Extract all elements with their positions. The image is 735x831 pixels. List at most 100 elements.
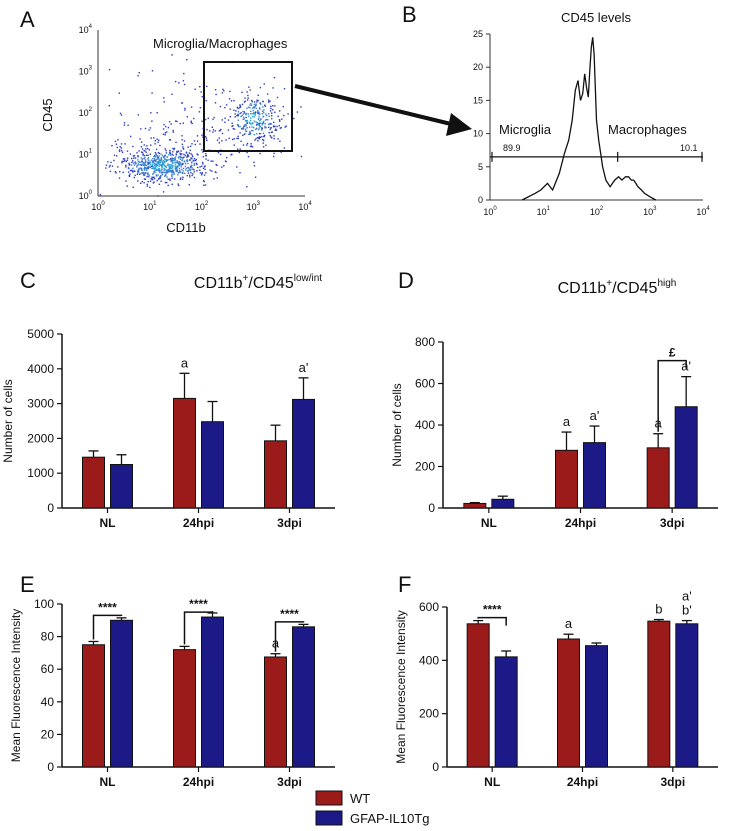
scatter-point	[246, 119, 249, 122]
scatter-point	[271, 115, 273, 117]
scatter-point	[281, 118, 283, 120]
scatter-point	[170, 163, 172, 166]
scatter-point	[189, 176, 191, 178]
scatter-point	[160, 164, 163, 166]
histogram-curve	[521, 37, 657, 201]
scatter-point	[108, 166, 111, 168]
scatter-point	[271, 131, 273, 133]
histogram-y-tick-label: 10	[473, 129, 483, 139]
scatter-point	[242, 113, 245, 115]
scatter-point	[130, 135, 132, 138]
significance-label: ****	[189, 597, 208, 611]
scatter-point	[252, 126, 255, 129]
bar-wt-24hpi	[557, 638, 580, 768]
scatter-point	[141, 141, 143, 143]
scatter-point	[120, 147, 123, 149]
y-tick-label: 0	[47, 760, 54, 774]
scatter-point	[168, 163, 170, 166]
scatter-point	[255, 128, 257, 130]
scatter-point	[163, 164, 166, 167]
scatter-point	[152, 162, 155, 164]
scatter-point	[296, 111, 299, 113]
scatter-point	[253, 103, 256, 106]
scatter-point	[257, 124, 259, 126]
scatter-point	[163, 97, 165, 99]
scatter-point	[137, 155, 139, 157]
scatter-point	[165, 159, 167, 161]
scatter-point	[156, 175, 158, 177]
scatter-point	[191, 122, 193, 125]
scatter-point	[138, 167, 140, 170]
scatter-point	[221, 140, 223, 142]
scatter-point	[278, 124, 280, 127]
scatter-point	[165, 165, 167, 167]
y-tick-label: 3000	[27, 397, 54, 411]
scatter-point	[268, 101, 270, 103]
scatter-point	[155, 165, 157, 167]
scatter-point	[173, 160, 175, 162]
scatter-point	[274, 111, 276, 113]
scatter-point	[191, 164, 193, 167]
scatter-point	[270, 107, 272, 110]
bar-wt-NL	[463, 502, 487, 509]
scatter-point	[270, 105, 272, 108]
scatter-point	[197, 166, 199, 169]
scatter-point	[145, 169, 148, 171]
scatter-point	[242, 134, 244, 136]
histogram-title: CD45 levels	[561, 10, 632, 25]
scatter-point	[168, 171, 170, 173]
histogram-cd45-levels: CD45 levels 0 5 10 15 20 25 100 101 102 103 104 Mi…	[473, 10, 710, 217]
scatter-point	[184, 107, 186, 110]
scatter-point	[171, 166, 173, 168]
scatter-point	[212, 118, 214, 121]
scatter-point	[253, 120, 255, 122]
scatter-point	[243, 112, 246, 114]
significance-bracket	[183, 610, 214, 645]
scatter-point	[156, 158, 158, 160]
scatter-point	[130, 164, 133, 166]
scatter-point	[262, 100, 264, 103]
scatter-point	[244, 124, 247, 127]
scatter-point	[246, 144, 248, 146]
scatter-point	[158, 183, 161, 185]
scatter-point	[246, 151, 248, 154]
scatter-x-tick-label: 100	[91, 201, 105, 212]
scatter-point	[156, 155, 158, 157]
scatter-point	[160, 153, 162, 155]
scatter-point	[179, 164, 181, 166]
scatter-point	[181, 102, 183, 104]
scatter-point	[144, 150, 146, 152]
scatter-point	[173, 148, 175, 151]
scatter-point	[152, 173, 154, 175]
scatter-point	[169, 150, 171, 152]
scatter-point	[120, 150, 123, 152]
scatter-point	[132, 186, 134, 188]
scatter-point	[151, 70, 154, 72]
scatter-point	[225, 104, 228, 106]
scatter-point	[181, 159, 183, 161]
scatter-point	[201, 95, 203, 98]
scatter-point	[205, 155, 207, 157]
scatter-point	[249, 130, 251, 133]
bar-tg-3dpi	[292, 398, 315, 509]
scatter-point	[247, 97, 249, 99]
scatter-point	[147, 161, 149, 163]
scatter-point	[252, 122, 254, 125]
scatter-point	[140, 167, 143, 169]
scatter-point	[190, 157, 192, 159]
scatter-point	[163, 163, 165, 165]
bar-wt-24hpi	[555, 449, 578, 509]
scatter-point	[249, 89, 251, 91]
scatter-point	[171, 160, 174, 162]
scatter-point	[183, 72, 185, 75]
histogram-x-tick-label: 104	[696, 206, 710, 217]
scatter-point	[132, 160, 134, 162]
scatter-point	[201, 120, 203, 122]
scatter-point	[190, 162, 193, 164]
scatter-point	[178, 168, 181, 170]
scatter-point	[173, 173, 175, 176]
scatter-point	[195, 158, 197, 161]
bar-tg-NL	[110, 464, 133, 509]
scatter-point	[183, 160, 186, 162]
